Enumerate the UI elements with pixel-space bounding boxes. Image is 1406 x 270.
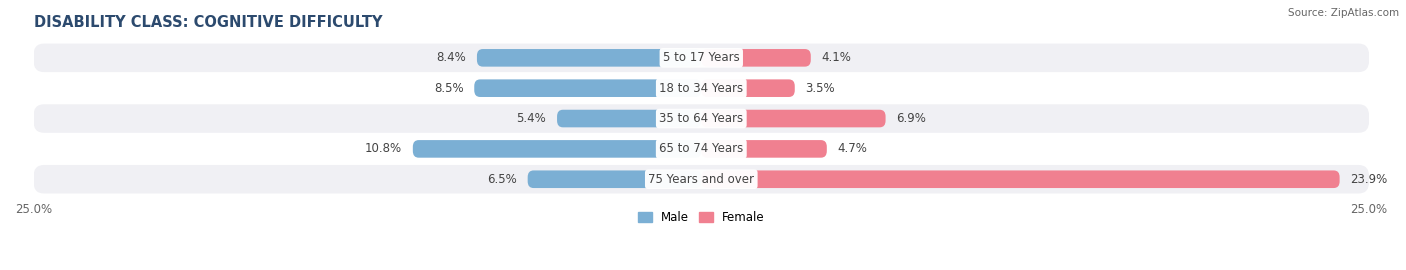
FancyBboxPatch shape [474, 79, 702, 97]
FancyBboxPatch shape [702, 170, 1340, 188]
FancyBboxPatch shape [477, 49, 702, 67]
Text: DISABILITY CLASS: COGNITIVE DIFFICULTY: DISABILITY CLASS: COGNITIVE DIFFICULTY [34, 15, 382, 30]
Text: Source: ZipAtlas.com: Source: ZipAtlas.com [1288, 8, 1399, 18]
FancyBboxPatch shape [34, 165, 1369, 194]
Text: 8.4%: 8.4% [436, 51, 467, 64]
FancyBboxPatch shape [34, 43, 1369, 72]
Text: 65 to 74 Years: 65 to 74 Years [659, 142, 744, 156]
Text: 4.1%: 4.1% [821, 51, 852, 64]
Text: 75 Years and over: 75 Years and over [648, 173, 754, 186]
Text: 5.4%: 5.4% [516, 112, 547, 125]
Text: 6.9%: 6.9% [896, 112, 927, 125]
Text: 18 to 34 Years: 18 to 34 Years [659, 82, 744, 95]
FancyBboxPatch shape [34, 74, 1369, 102]
Text: 6.5%: 6.5% [488, 173, 517, 186]
FancyBboxPatch shape [702, 110, 886, 127]
FancyBboxPatch shape [702, 140, 827, 158]
Text: 23.9%: 23.9% [1350, 173, 1388, 186]
FancyBboxPatch shape [702, 49, 811, 67]
Text: 35 to 64 Years: 35 to 64 Years [659, 112, 744, 125]
Text: 4.7%: 4.7% [838, 142, 868, 156]
Text: 8.5%: 8.5% [434, 82, 464, 95]
Text: 10.8%: 10.8% [366, 142, 402, 156]
FancyBboxPatch shape [527, 170, 702, 188]
FancyBboxPatch shape [413, 140, 702, 158]
Legend: Male, Female: Male, Female [633, 206, 769, 228]
FancyBboxPatch shape [34, 135, 1369, 163]
Text: 5 to 17 Years: 5 to 17 Years [662, 51, 740, 64]
FancyBboxPatch shape [34, 104, 1369, 133]
FancyBboxPatch shape [557, 110, 702, 127]
Text: 3.5%: 3.5% [806, 82, 835, 95]
FancyBboxPatch shape [702, 79, 794, 97]
